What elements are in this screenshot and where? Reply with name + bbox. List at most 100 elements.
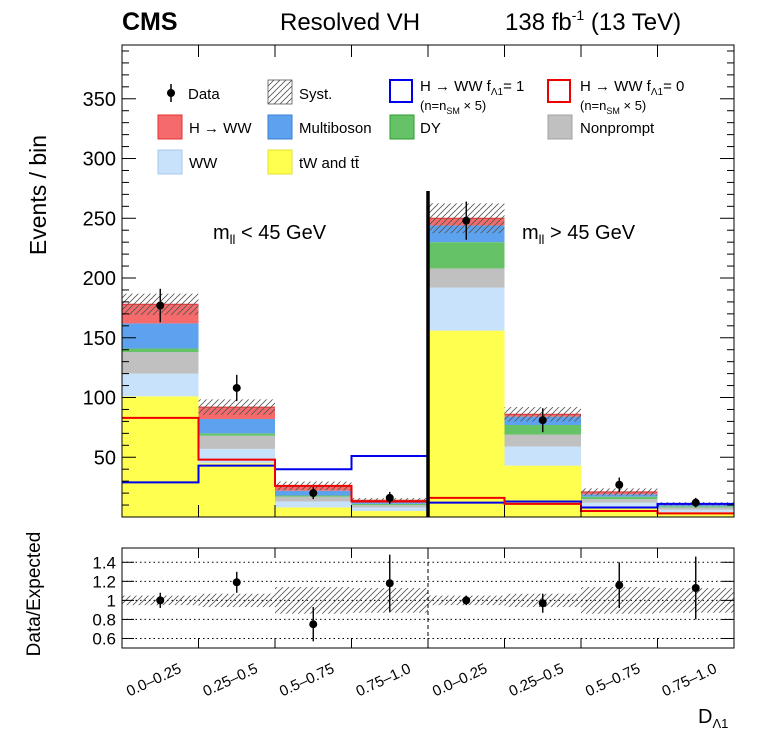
bar-ww-bin-3 <box>351 507 428 512</box>
svg-text:WW: WW <box>189 155 218 172</box>
legend-hww: H → WW <box>157 114 252 140</box>
data-point-bin-7 <box>691 498 700 507</box>
ratio-y-axis-title: Data/Expected <box>24 532 45 657</box>
bar-ww-bin-5 <box>504 446 581 466</box>
bar-top-bin-3 <box>351 511 428 517</box>
ratio-point-bin-1 <box>232 578 241 587</box>
svg-text:Data: Data <box>188 86 220 103</box>
legend-top: tW and tt̄ <box>267 149 360 175</box>
x-tick-labels: 0.0–0.25 0.25–0.5 0.5–0.75 0.75–1.0 0.0–0.25… <box>124 660 720 700</box>
bar-dy-bin-6 <box>581 496 658 500</box>
y-tick-label-150: 150 <box>83 328 116 350</box>
x-tick-label-bin-0: 0.0–0.25 <box>124 660 184 700</box>
ratio-point-bin-7 <box>691 584 700 592</box>
y-tick-label-250: 250 <box>83 208 116 230</box>
data-layer <box>156 201 700 508</box>
bar-nonprompt-bin-0 <box>122 352 199 374</box>
bar-nonprompt-bin-3 <box>351 505 428 508</box>
svg-text:(n=nSM × 5): (n=nSM × 5) <box>420 98 486 116</box>
data-point-bin-6 <box>615 480 624 489</box>
cms-label: CMS <box>122 8 178 36</box>
ratio-data-layer <box>156 554 700 642</box>
legend-ww: WW <box>157 149 218 175</box>
ratio-syst-band-bin-1 <box>198 593 275 608</box>
bar-multiboson-bin-0 <box>122 323 199 349</box>
x-tick-label-bin-6: 0.5–0.75 <box>583 660 643 700</box>
x-axis-title: DΛ1 <box>698 706 728 731</box>
bar-dy-bin-1 <box>198 433 275 436</box>
bar-top-bin-1 <box>198 463 275 517</box>
bar-nonprompt-bin-1 <box>198 435 275 449</box>
data-point-bin-4 <box>462 216 471 225</box>
bar-top-bin-4 <box>428 330 505 517</box>
bar-nonprompt-bin-6 <box>581 499 658 503</box>
x-tick-label-bin-5: 0.25–0.5 <box>506 660 566 700</box>
bar-ww-bin-6 <box>581 502 658 508</box>
svg-text:H → WW fΛ1= 1: H → WW fΛ1= 1 <box>420 78 524 98</box>
x-tick-label-bin-4: 0.0–0.25 <box>430 660 490 700</box>
data-point-bin-1 <box>232 383 241 392</box>
bar-top-bin-6 <box>581 507 658 517</box>
main-axes: 50 100 150 200 250 300 350 <box>83 44 735 518</box>
legend-sig0: H → WW fΛ1= 0 (n=nSM × 5) <box>547 78 684 116</box>
x-tick-label-bin-1: 0.25–0.5 <box>200 660 260 700</box>
ratio-point-bin-3 <box>385 579 394 588</box>
data-point-bin-0 <box>156 301 165 310</box>
legend-sig1: H → WW fΛ1= 1 (n=nSM × 5) <box>389 78 524 116</box>
ratio-axes: 0.60.811.21.4 <box>92 547 735 649</box>
legend-nonprompt: Nonprompt <box>547 114 655 140</box>
bar-dy-bin-3 <box>351 503 428 506</box>
ratio-y-tick-label-0.6: 0.6 <box>92 629 116 648</box>
bar-top-bin-0 <box>122 396 199 517</box>
ratio-y-tick-label-1: 1 <box>107 591 116 610</box>
analysis-label: Resolved VH <box>280 9 420 36</box>
region-label-low: mll < 45 GeV <box>213 222 327 247</box>
bar-dy-bin-0 <box>122 348 199 353</box>
data-point-bin-3 <box>385 493 394 502</box>
bar-ww-bin-4 <box>428 287 505 331</box>
y-tick-label-100: 100 <box>83 388 116 410</box>
x-tick-label-bin-2: 0.5–0.75 <box>277 660 337 700</box>
svg-text:H → WW: H → WW <box>189 120 252 137</box>
bar-ww-bin-2 <box>275 501 352 508</box>
legend-dy: DY <box>389 114 441 140</box>
ratio-point-bin-6 <box>615 581 624 590</box>
svg-text:Nonprompt: Nonprompt <box>580 120 655 137</box>
svg-text:Syst.: Syst. <box>299 86 332 103</box>
region-label-high: mll > 45 GeV <box>522 222 636 247</box>
ratio-point-bin-4 <box>462 596 471 605</box>
bar-multiboson-bin-1 <box>198 419 275 434</box>
svg-text:Multiboson: Multiboson <box>299 120 372 137</box>
ratio-point-bin-5 <box>538 599 547 608</box>
y-tick-label-200: 200 <box>83 268 116 290</box>
bar-nonprompt-bin-7 <box>657 507 734 510</box>
data-point-bin-2 <box>309 489 318 498</box>
bar-multiboson-bin-6 <box>581 494 658 497</box>
y-tick-label-50: 50 <box>94 447 116 469</box>
svg-text:tW and tt̄: tW and tt̄ <box>299 155 360 172</box>
bar-nonprompt-bin-4 <box>428 268 505 288</box>
bar-ww-bin-7 <box>657 509 734 513</box>
bar-dy-bin-4 <box>428 242 505 269</box>
ratio-y-tick-label-1.4: 1.4 <box>92 553 116 572</box>
lumi-label: 138 fb-1 (13 TeV) <box>505 7 681 36</box>
bar-top-bin-7 <box>657 512 734 517</box>
svg-text:DY: DY <box>420 120 441 137</box>
bar-ww-bin-0 <box>122 373 199 397</box>
bar-top-bin-2 <box>275 507 352 517</box>
x-tick-label-bin-7: 0.75–1.0 <box>659 660 719 700</box>
legend-syst: Syst. <box>267 79 332 105</box>
ratio-point-bin-0 <box>156 596 165 605</box>
ratio-point-bin-2 <box>309 620 318 629</box>
bar-nonprompt-bin-5 <box>504 434 581 447</box>
legend-multiboson: Multiboson <box>267 114 372 140</box>
svg-text:H → WW fΛ1= 0: H → WW fΛ1= 0 <box>580 78 684 98</box>
y-axis-title: Events / bin <box>25 135 51 255</box>
svg-text:(n=nSM × 5): (n=nSM × 5) <box>580 98 646 116</box>
y-tick-label-300: 300 <box>83 149 116 171</box>
legend: Data Syst. H → WW fΛ1= 1 (n=nSM × 5) H →… <box>157 78 684 175</box>
syst-band-bin-1 <box>198 399 275 415</box>
x-tick-label-bin-3: 0.75–1.0 <box>353 660 413 700</box>
ratio-y-tick-label-0.8: 0.8 <box>92 610 116 629</box>
